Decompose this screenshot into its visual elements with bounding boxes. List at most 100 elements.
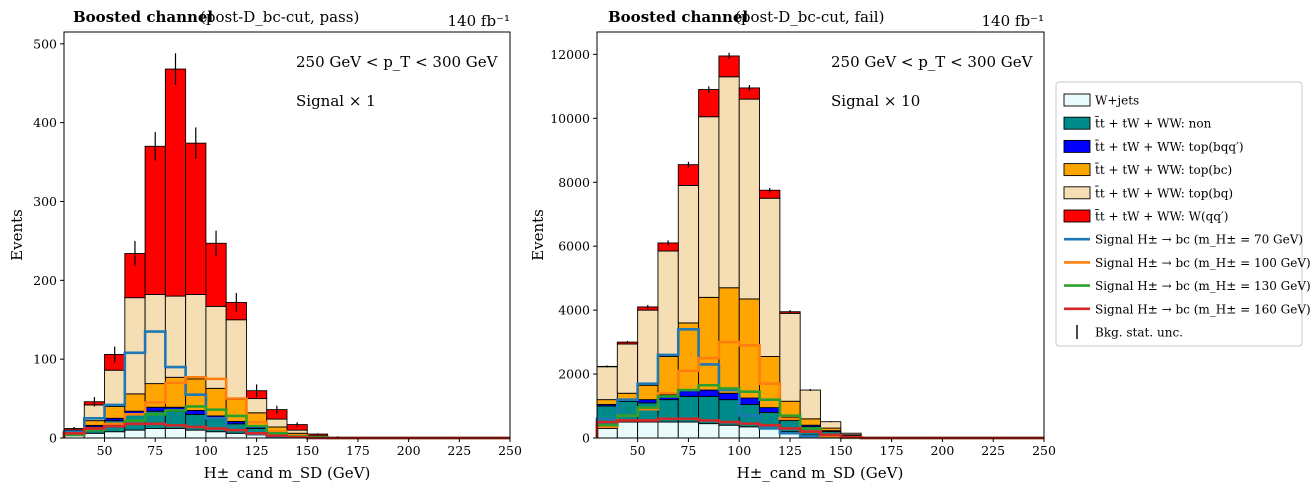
legend-item-wqq: t̄t + tW + WW: W(qq′)	[1064, 208, 1228, 224]
legend-item-bq: t̄t + tW + WW: top(bq)	[1064, 185, 1233, 201]
bar-non-bin-1	[617, 401, 637, 422]
bar-wjets-bin-6	[719, 425, 739, 438]
bar-bc-bin-0	[597, 400, 617, 405]
bar-wjets-bin-8	[760, 428, 780, 438]
bar-bq-bin-6	[719, 77, 739, 288]
x-tick-label: 175	[346, 443, 370, 458]
bar-wqq-bin-5	[165, 69, 185, 296]
bar-bc-bin-5	[699, 297, 719, 390]
bar-bq-bin-9	[780, 313, 800, 401]
x-tick-label: 150	[295, 443, 319, 458]
bar-wjets-bin-5	[165, 429, 185, 438]
bar-wjets-bin-2	[638, 422, 658, 438]
bar-bq-bin-4	[678, 185, 698, 322]
bar-bq-bin-3	[125, 298, 145, 394]
x-tick-label: 250	[498, 443, 522, 458]
y-tick-label: 12000	[550, 47, 590, 62]
bar-wjets-bin-0	[597, 428, 617, 438]
stacked-histogram	[64, 69, 348, 438]
x-axis-label: H±_cand m_SD (GeV)	[737, 464, 904, 482]
bar-bq-bin-5	[699, 117, 719, 298]
legend-label: t̄t + tW + WW: W(qq′)	[1095, 208, 1229, 224]
bar-bq-bin-10	[267, 419, 287, 427]
legend-swatch	[1064, 187, 1090, 199]
luminosity-label: 140 fb⁻¹	[982, 12, 1044, 30]
bar-bq-bin-4	[145, 295, 165, 384]
legend-label: Bkg. stat. unc.	[1095, 326, 1183, 340]
bar-bqq-bin-7	[739, 398, 759, 404]
legend-swatch	[1064, 117, 1090, 129]
bar-bc-bin-3	[125, 394, 145, 411]
bar-wjets-bin-6	[186, 430, 206, 438]
x-tick-label: 225	[981, 443, 1005, 458]
bar-bq-bin-9	[246, 399, 266, 413]
y-tick-label: 10000	[550, 111, 590, 126]
bar-wjets-bin-3	[658, 422, 678, 438]
legend-label: W+jets	[1095, 94, 1139, 108]
bar-wjets-bin-4	[145, 429, 165, 438]
bar-wjets-bin-4	[678, 422, 698, 438]
x-tick-label: 250	[1032, 443, 1056, 458]
bar-bc-bin-10	[800, 419, 820, 425]
y-tick-label: 8000	[558, 175, 590, 190]
bar-bq-bin-5	[165, 296, 185, 377]
legend-item-sig70: Signal H± → bc (m_H± = 70 GeV)	[1064, 233, 1303, 247]
legend-swatch	[1064, 210, 1090, 222]
x-tick-label: 75	[147, 443, 163, 458]
legend-item-bc: t̄t + tW + WW: top(bc)	[1064, 161, 1232, 177]
bar-bq-bin-1	[617, 344, 637, 393]
bar-bq-bin-0	[597, 367, 617, 400]
bar-bq-bin-3	[658, 251, 678, 356]
luminosity-label: 140 fb⁻¹	[448, 12, 510, 30]
chart-title-bold: Boosted channel	[73, 8, 213, 26]
bar-bc-bin-7	[206, 388, 226, 416]
bar-bq-bin-2	[105, 370, 125, 406]
y-tick-label: 100	[33, 352, 57, 367]
x-tick-label: 225	[447, 443, 471, 458]
bar-bq-bin-7	[739, 99, 759, 299]
legend-item-wjets: W+jets	[1064, 94, 1139, 108]
bar-wjets-bin-5	[699, 424, 719, 438]
x-tick-label: 50	[630, 443, 646, 458]
bar-bq-bin-7	[206, 306, 226, 388]
legend-item-sig130: Signal H± → bc (m_H± = 130 GeV)	[1064, 279, 1311, 293]
bar-wqq-bin-4	[145, 146, 165, 294]
bar-non-bin-3	[125, 414, 145, 430]
x-tick-label: 200	[397, 443, 421, 458]
bar-bc-bin-3	[658, 356, 678, 394]
x-tick-label: 100	[194, 443, 218, 458]
bar-wjets-bin-2	[105, 432, 125, 438]
x-tick-label: 150	[829, 443, 853, 458]
x-tick-label: 100	[727, 443, 751, 458]
bar-bq-bin-11	[287, 430, 307, 433]
legend-swatch	[1064, 140, 1090, 152]
x-tick-label: 200	[930, 443, 954, 458]
y-tick-label: 400	[33, 115, 57, 130]
y-tick-label: 500	[33, 36, 57, 51]
bar-bc-bin-2	[638, 385, 658, 399]
bar-bqq-bin-8	[760, 408, 780, 413]
bar-bc-bin-1	[84, 421, 104, 426]
bar-wjets-bin-8	[226, 433, 246, 438]
y-tick-label: 4000	[558, 303, 590, 318]
bar-bqq-bin-4	[145, 407, 165, 411]
y-axis-label: Events	[529, 209, 547, 261]
bar-bqq-bin-2	[638, 400, 658, 403]
x-axis-label: H±_cand m_SD (GeV)	[204, 464, 371, 482]
y-tick-label: 6000	[558, 239, 590, 254]
bar-bc-bin-4	[678, 323, 698, 390]
x-tick-label: 175	[880, 443, 904, 458]
legend-item-sig160: Signal H± → bc (m_H± = 160 GeV)	[1064, 302, 1311, 316]
bar-bq-bin-11	[821, 422, 841, 428]
bar-wqq-bin-4	[678, 165, 698, 186]
signal-scale-annotation: Signal × 10	[831, 92, 920, 110]
signal-scale-annotation: Signal × 1	[296, 92, 376, 110]
pt-range-annotation: 250 GeV < p_T < 300 GeV	[296, 53, 499, 71]
y-tick-label: 0	[49, 431, 57, 446]
legend-swatch	[1064, 164, 1090, 176]
